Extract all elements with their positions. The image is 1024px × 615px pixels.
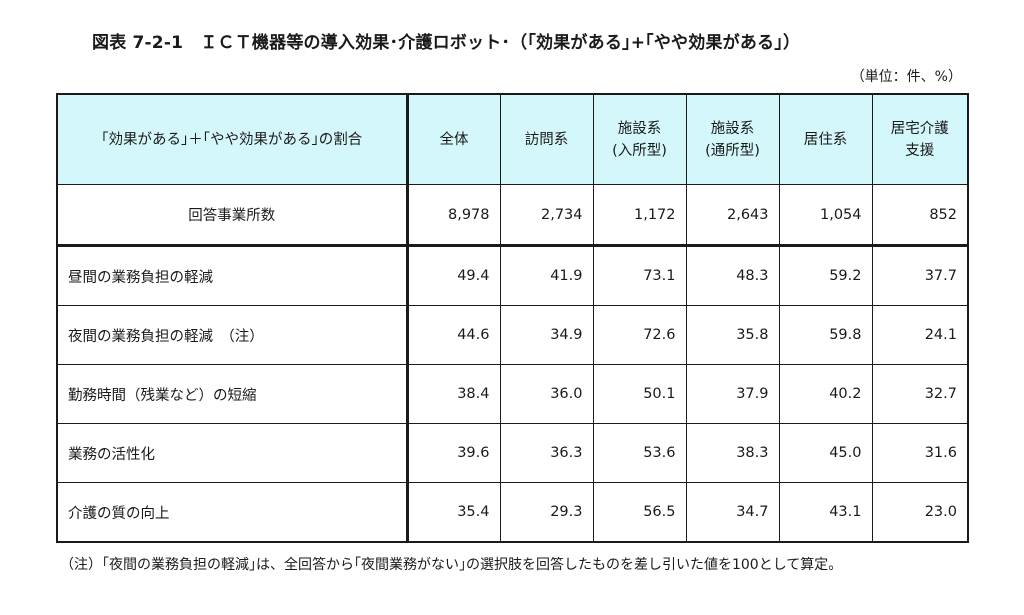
cell-value: 37.9 — [685, 364, 780, 424]
cell-value: 36.3 — [499, 423, 594, 483]
cell-value: 31.6 — [871, 423, 969, 483]
cell-value: 852 — [871, 184, 969, 246]
column-header-residential: 居住系 — [778, 93, 873, 185]
table-row: 勤務時間（残業など）の短縮 38.4 36.0 50.1 37.9 40.2 3… — [56, 364, 969, 424]
cell-value: 32.7 — [871, 364, 969, 424]
cell-value: 73.1 — [592, 245, 687, 306]
column-header-facility-daycare: 施設系 (通所型) — [685, 93, 780, 185]
column-header-text: 居住系 — [803, 131, 848, 148]
cell-value: 50.1 — [592, 364, 687, 424]
row-label: 夜間の業務負担の軽減 （注） — [56, 305, 409, 365]
cell-value: 36.0 — [499, 364, 594, 424]
cell-value: 34.9 — [499, 305, 594, 365]
cell-value: 45.0 — [778, 423, 873, 483]
column-header-home-care-support: 居宅介護 支援 — [871, 93, 969, 185]
column-header-text: 居宅介護 — [890, 120, 949, 137]
column-header-subtext: (通所型) — [705, 142, 760, 159]
cell-value: 1,172 — [592, 184, 687, 246]
row-label: 業務の活性化 — [56, 423, 409, 483]
cell-value: 35.4 — [406, 482, 501, 543]
footnote: （注）｢夜間の業務負担の軽減｣は、全回答から｢夜間業務がない｣の選択肢を回答した… — [60, 557, 843, 573]
column-header-subtext: (入所型) — [612, 142, 667, 159]
row-label: 勤務時間（残業など）の短縮 — [56, 364, 409, 424]
data-table: ｢効果がある｣＋｢やや効果がある｣の割合 全体 訪問系 施設系 (入所型) 施設系… — [56, 93, 969, 543]
cell-value: 40.2 — [778, 364, 873, 424]
cell-value: 44.6 — [406, 305, 501, 365]
column-header-visiting: 訪問系 — [499, 93, 594, 185]
cell-value: 29.3 — [499, 482, 594, 543]
cell-value: 56.5 — [592, 482, 687, 543]
unit-label: （単位：件、%） — [850, 69, 962, 85]
table-row: 昼間の業務負担の軽減 49.4 41.9 73.1 48.3 59.2 37.7 — [56, 245, 969, 306]
row-label: 介護の質の向上 — [56, 482, 409, 543]
table-row: 介護の質の向上 35.4 29.3 56.5 34.7 43.1 23.0 — [56, 482, 969, 543]
cell-value: 41.9 — [499, 245, 594, 306]
cell-value: 2,643 — [685, 184, 780, 246]
column-header-total: 全体 — [406, 93, 501, 185]
header-row-label: ｢効果がある｣＋｢やや効果がある｣の割合 — [56, 93, 409, 185]
column-header-text: 施設系 — [710, 120, 755, 137]
row-label: 回答事業所数 — [56, 184, 409, 246]
cell-value: 1,054 — [778, 184, 873, 246]
cell-value: 72.6 — [592, 305, 687, 365]
header-row: ｢効果がある｣＋｢やや効果がある｣の割合 全体 訪問系 施設系 (入所型) 施設系… — [56, 93, 969, 185]
table-row: 業務の活性化 39.6 36.3 53.6 38.3 45.0 31.6 — [56, 423, 969, 483]
respondent-count-row: 回答事業所数 8,978 2,734 1,172 2,643 1,054 852 — [56, 184, 969, 246]
figure-title: 図表 7-2-1 ＩＣＴ機器等の導入効果･介護ロボット･（｢効果がある｣+｢やや… — [92, 33, 801, 53]
cell-value: 38.4 — [406, 364, 501, 424]
cell-value: 43.1 — [778, 482, 873, 543]
cell-value: 37.7 — [871, 245, 969, 306]
cell-value: 24.1 — [871, 305, 969, 365]
row-label: 昼間の業務負担の軽減 — [56, 245, 409, 306]
column-header-text: 施設系 — [617, 120, 662, 137]
cell-value: 35.8 — [685, 305, 780, 365]
cell-value: 23.0 — [871, 482, 969, 543]
cell-value: 2,734 — [499, 184, 594, 246]
table-row: 夜間の業務負担の軽減 （注） 44.6 34.9 72.6 35.8 59.8 … — [56, 305, 969, 365]
cell-value: 34.7 — [685, 482, 780, 543]
cell-value: 39.6 — [406, 423, 501, 483]
cell-value: 49.4 — [406, 245, 501, 306]
column-header-text: 訪問系 — [524, 131, 569, 148]
cell-value: 48.3 — [685, 245, 780, 306]
column-header-text: 全体 — [439, 131, 469, 148]
column-header-subtext: 支援 — [905, 142, 935, 159]
column-header-facility-residential: 施設系 (入所型) — [592, 93, 687, 185]
cell-value: 59.2 — [778, 245, 873, 306]
cell-value: 53.6 — [592, 423, 687, 483]
cell-value: 8,978 — [406, 184, 501, 246]
cell-value: 59.8 — [778, 305, 873, 365]
cell-value: 38.3 — [685, 423, 780, 483]
